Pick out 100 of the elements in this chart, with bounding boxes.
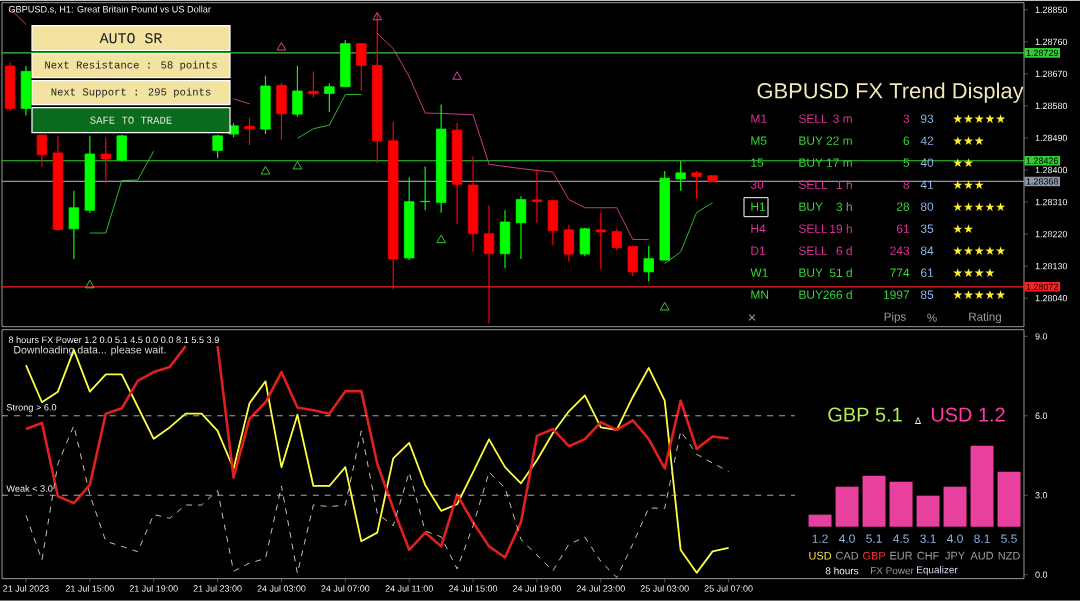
candlestick — [419, 166, 431, 212]
annotation: H4 — [751, 224, 766, 233]
annotation: BUY — [799, 158, 823, 168]
annotation: 35 — [920, 224, 934, 234]
annotation: 3 — [903, 114, 910, 124]
annotation: 84 — [920, 246, 934, 256]
annotation: 61 — [921, 268, 934, 278]
chart-title: GBPUSD.s, H1: Great Britain Pound vs US Dollar — [8, 5, 211, 14]
annotation: 1997 — [883, 290, 910, 300]
annotation: Rating — [969, 312, 1001, 324]
annotation: AUTO SR — [99, 33, 163, 44]
annotation: SELL — [798, 224, 828, 234]
annotation: 22 m — [826, 136, 852, 145]
annotation: ★★ — [953, 224, 974, 234]
annotation: Downloading data... please wait. — [14, 345, 166, 356]
ref-line-label: Weak < 3.0 — [6, 485, 53, 492]
annotation: 93 — [920, 114, 934, 124]
annotation: 42 — [920, 136, 934, 145]
annotation: ★★★★★ — [953, 202, 1006, 212]
annotation: ★★★ — [953, 136, 984, 146]
annotation: × — [748, 314, 756, 321]
x-tick-label: 25 Jul 03:00 — [640, 585, 689, 592]
annotation: GBP 5.1 — [828, 407, 902, 422]
annotation: D1 — [751, 246, 766, 255]
data-label: 4.0 — [947, 534, 963, 544]
candlestick — [675, 160, 686, 192]
x-tick-label: USD — [809, 551, 832, 560]
annotation: ∆ — [914, 417, 922, 425]
annotation: BUY — [799, 268, 823, 278]
ref-line-label: 1.28426 — [1026, 157, 1059, 165]
annotation: 30 — [750, 180, 764, 190]
bar — [808, 514, 832, 527]
annotation: 40 — [920, 158, 934, 168]
annotation: Pips — [884, 312, 906, 324]
x-tick-label: 21 Jul 23:00 — [193, 585, 242, 592]
annotation: 15 — [751, 158, 764, 168]
bar — [862, 475, 886, 527]
annotation: ★★★★★ — [953, 114, 1006, 124]
bar — [916, 495, 940, 527]
annotation: ★★★★ — [953, 268, 995, 278]
point — [659, 302, 670, 311]
y-tick-label: 9.0 — [1035, 333, 1048, 340]
point — [276, 42, 287, 51]
candlestick — [643, 245, 654, 283]
annotation: 8 hours — [825, 567, 859, 575]
point — [436, 234, 446, 244]
bar — [889, 481, 913, 527]
ref-line-label: 1.28729 — [1026, 49, 1058, 57]
x-tick-label: 25 Jul 07:00 — [704, 585, 753, 592]
y-tick-label: 0.0 — [1035, 571, 1048, 579]
candlestick — [244, 117, 255, 146]
bar — [835, 486, 859, 527]
candlestick — [595, 211, 607, 271]
data-label: 3.1 — [920, 534, 936, 544]
x-tick-label: JPY — [945, 552, 965, 560]
x-tick-label: 21 Jul 2023 — [3, 585, 49, 592]
y-tick-label: 1.28310 — [1035, 199, 1068, 206]
annotation: 41 — [920, 180, 934, 189]
point — [452, 71, 462, 80]
annotation: 19 h — [830, 224, 852, 234]
annotation: USD 1.2 — [931, 407, 1005, 422]
x-tick-label: 24 Jul 11:00 — [385, 585, 433, 592]
candlestick — [483, 205, 495, 325]
annotation: ★★★★★ — [953, 246, 1006, 256]
annotation: 3 m — [833, 114, 852, 124]
bar — [997, 471, 1021, 527]
annotation: 17 m — [826, 158, 852, 167]
annotation: 80 — [920, 202, 934, 212]
point — [372, 11, 383, 21]
y-tick-label: 1.28760 — [1035, 38, 1068, 46]
y-tick-label: 1.28040 — [1035, 295, 1068, 302]
point — [260, 166, 271, 175]
bar — [970, 445, 994, 527]
x-tick-label: GBP — [863, 551, 886, 560]
annotation: 8 — [903, 180, 910, 190]
candlestick — [531, 168, 543, 224]
x-tick-label: 24 Jul 19:00 — [512, 585, 562, 592]
candlestick — [324, 83, 335, 113]
annotation: 5 — [903, 158, 910, 168]
x-tick-label: AUD — [970, 552, 994, 560]
annotation: H1 — [751, 202, 766, 211]
annotation: 85 — [920, 290, 934, 300]
x-tick-label: 24 Jul 07:00 — [321, 585, 370, 592]
annotation: 28 — [896, 202, 910, 212]
x-tick-label: CHF — [917, 551, 939, 560]
annotation: 243 — [890, 246, 910, 256]
data-label: 5.5 — [1001, 534, 1017, 544]
y-tick-label: 1.28580 — [1035, 102, 1068, 110]
y-tick-label: 1.28850 — [1035, 6, 1068, 14]
annotation: Equalizer — [917, 566, 958, 576]
candlestick — [611, 228, 622, 251]
annotation: 6 d — [836, 246, 852, 256]
x-tick-label: 21 Jul 15:00 — [65, 585, 114, 592]
annotation: 3 h — [836, 202, 852, 212]
data-label: 5.1 — [866, 534, 882, 544]
candlestick — [292, 65, 303, 118]
candlestick — [308, 70, 319, 99]
data-label: 4.5 — [893, 534, 909, 544]
annotation: SELL — [798, 114, 828, 124]
candlestick — [691, 170, 702, 200]
